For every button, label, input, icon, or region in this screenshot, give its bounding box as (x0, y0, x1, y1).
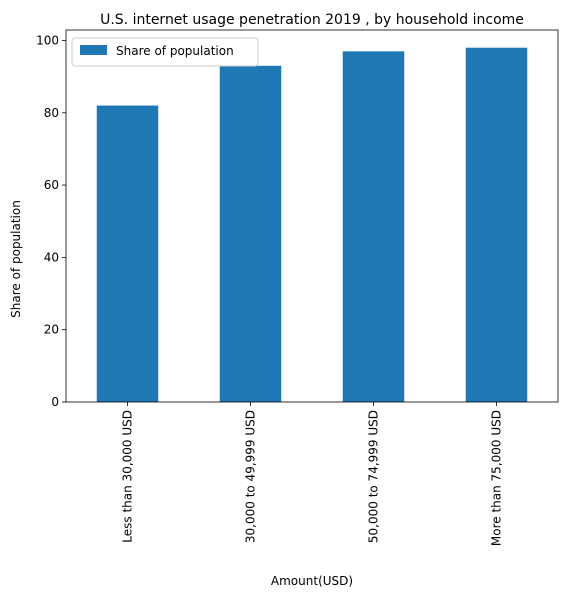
y-tick-label: 60 (44, 178, 59, 192)
legend: Share of population (71, 37, 259, 67)
y-tick-label: 40 (44, 250, 59, 264)
x-axis: Less than 30,000 USD 30,000 to 49,999 USD… (121, 402, 504, 546)
y-tick-label: 80 (44, 106, 59, 120)
x-axis-label: Amount(USD) (271, 574, 353, 588)
x-tick-label: More than 75,000 USD (490, 410, 504, 546)
bar (219, 65, 282, 402)
plot-frame (65, 29, 559, 403)
x-tick-label: Less than 30,000 USD (121, 410, 135, 543)
y-tick-label: 100 (36, 33, 59, 47)
y-tick-label: 20 (44, 323, 59, 337)
legend-label: Share of population (116, 44, 234, 58)
plot-area (65, 29, 559, 403)
y-tick-label: 0 (51, 395, 59, 409)
y-axis: 0 20 40 60 80 100 (36, 33, 66, 409)
x-tick-label: 30,000 to 49,999 USD (244, 410, 258, 543)
chart-title: U.S. internet usage penetration 2019 , b… (100, 12, 524, 28)
bar (96, 105, 159, 402)
legend-frame (71, 37, 259, 67)
y-axis-label: Share of population (9, 200, 23, 318)
legend-swatch (80, 45, 107, 55)
x-tick-label: 50,000 to 74,999 USD (367, 410, 381, 543)
bar (465, 47, 528, 402)
bar (342, 51, 405, 403)
